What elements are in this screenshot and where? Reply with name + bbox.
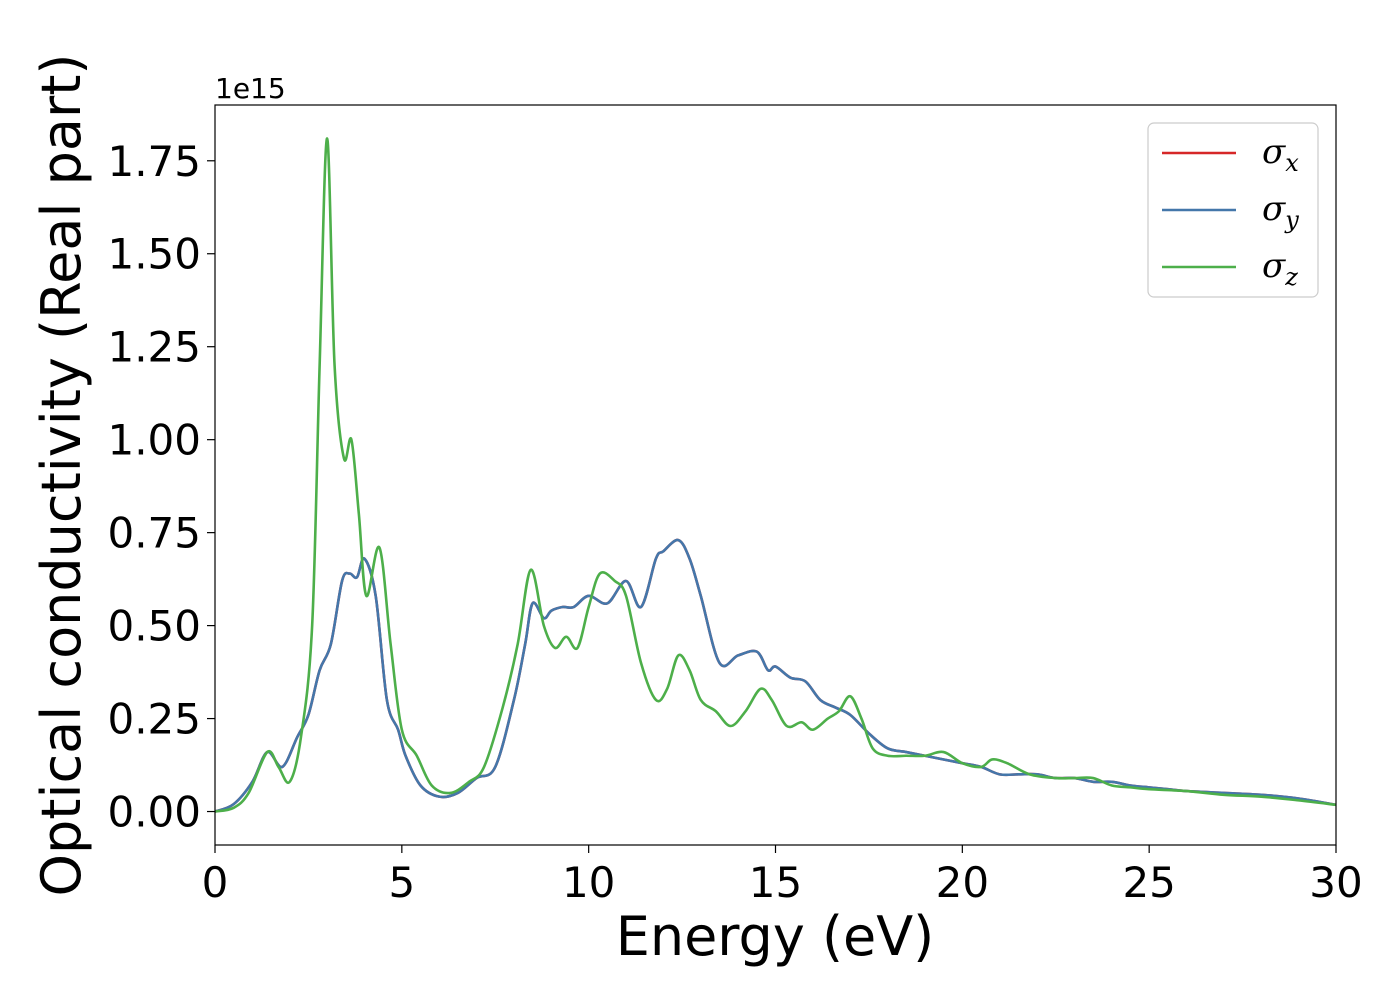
legend: σx σy σz <box>1147 122 1319 298</box>
x-tick-label: 0 <box>202 858 229 907</box>
series-layer <box>215 137 1336 813</box>
y-tick-label: 1.50 <box>107 230 201 279</box>
x-tick-label: 15 <box>749 858 802 907</box>
x-tick-label: 20 <box>936 858 989 907</box>
y-tick-label: 1.25 <box>107 323 201 372</box>
y-axis-ticks: 0.00 0.25 0.50 0.75 1.00 1.25 1.50 1.75 <box>107 137 215 837</box>
y-tick-label: 0.75 <box>107 509 201 558</box>
series-line-z <box>215 137 1336 813</box>
y-tick-label: 1.00 <box>107 416 201 465</box>
legend-label-y: σy <box>1262 189 1299 234</box>
legend-label-z: σz <box>1262 246 1298 291</box>
x-tick-label: 5 <box>388 858 415 907</box>
y-tick-label: 0.00 <box>107 788 201 837</box>
y-tick-label: 1.75 <box>107 137 201 186</box>
x-tick-label: 25 <box>1122 858 1175 907</box>
x-tick-label: 10 <box>562 858 615 907</box>
series-line-y <box>215 538 1336 813</box>
legend-label-x: σx <box>1262 132 1299 177</box>
x-axis-ticks: 0 5 10 15 20 25 30 <box>202 845 1363 907</box>
y-axis-title: Optical conductivity (Real part) <box>30 54 93 897</box>
y-tick-label: 0.50 <box>107 602 201 651</box>
x-tick-label: 30 <box>1309 858 1362 907</box>
y-tick-label: 0.25 <box>107 695 201 744</box>
x-axis-title: Energy (eV) <box>616 905 935 968</box>
y-offset-label: 1e15 <box>215 72 286 105</box>
